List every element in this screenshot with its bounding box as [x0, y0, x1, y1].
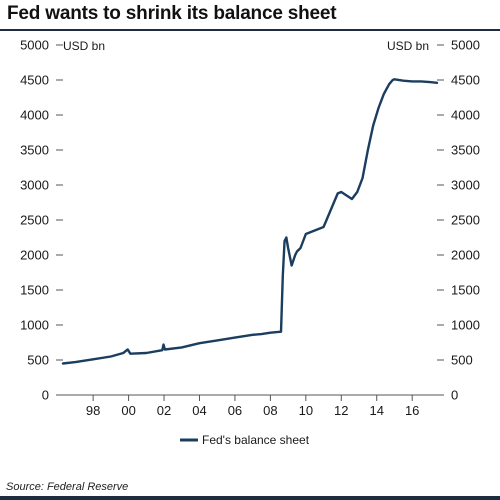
y-tick-label-left: 5000 [20, 38, 49, 53]
x-tick-label: 02 [157, 403, 171, 418]
x-axis: 98 00 02 04 06 08 10 12 14 16 [63, 394, 437, 418]
x-tick-label: 14 [370, 403, 384, 418]
y-tick-label-right: 0 [451, 388, 458, 403]
x-tick-label: 12 [334, 403, 348, 418]
chart: 5000450040003500300025002000150010005000… [20, 38, 480, 448]
y-tick-label-right: 4500 [451, 73, 480, 88]
y-tick-label-right: 1000 [451, 318, 480, 333]
y-tick-label-right: 5000 [451, 38, 480, 53]
y-tick-label-left: 3500 [20, 143, 49, 158]
y-tick-label-right: 4000 [451, 108, 480, 123]
unit-label-left: USD bn [63, 39, 105, 53]
y-tick-label-right: 2000 [451, 248, 480, 263]
y-tick-label-left: 1000 [20, 318, 49, 333]
bottom-divider [0, 496, 500, 500]
source-note: Source: Federal Reserve [6, 481, 129, 493]
x-tick-label: 16 [405, 403, 419, 418]
x-tick-label: 10 [299, 403, 313, 418]
y-tick-label-right: 2500 [451, 213, 480, 228]
y-tick-label-left: 4500 [20, 73, 49, 88]
unit-label-right: USD bn [387, 39, 429, 53]
y-tick-label-right: 1500 [451, 283, 480, 298]
y-tick-label-left: 2500 [20, 213, 49, 228]
y-tick-label-left: 2000 [20, 248, 49, 263]
y-tick-label-left: 3000 [20, 178, 49, 193]
y-tick-label-right: 3000 [451, 178, 480, 193]
y-tick-label-left: 500 [27, 353, 49, 368]
x-tick-label: 04 [192, 403, 206, 418]
legend-label: Fed's balance sheet [202, 433, 310, 447]
y-tick-label-right: 500 [451, 353, 473, 368]
x-tick-label: 98 [86, 403, 100, 418]
y-tick-label-left: 0 [42, 388, 49, 403]
x-tick-label: 00 [121, 403, 135, 418]
y-tick-label-right: 3500 [451, 143, 480, 158]
series-line-fed-balance-sheet [61, 78, 439, 365]
x-tick-label: 06 [228, 403, 242, 418]
y-tick-label-left: 4000 [20, 108, 49, 123]
chart-title: Fed wants to shrink its balance sheet [7, 3, 337, 24]
y-tick-label-left: 1500 [20, 283, 49, 298]
x-tick-label: 08 [263, 403, 277, 418]
legend: Fed's balance sheet [180, 433, 310, 447]
title-divider [0, 29, 500, 31]
series-group [61, 78, 439, 365]
